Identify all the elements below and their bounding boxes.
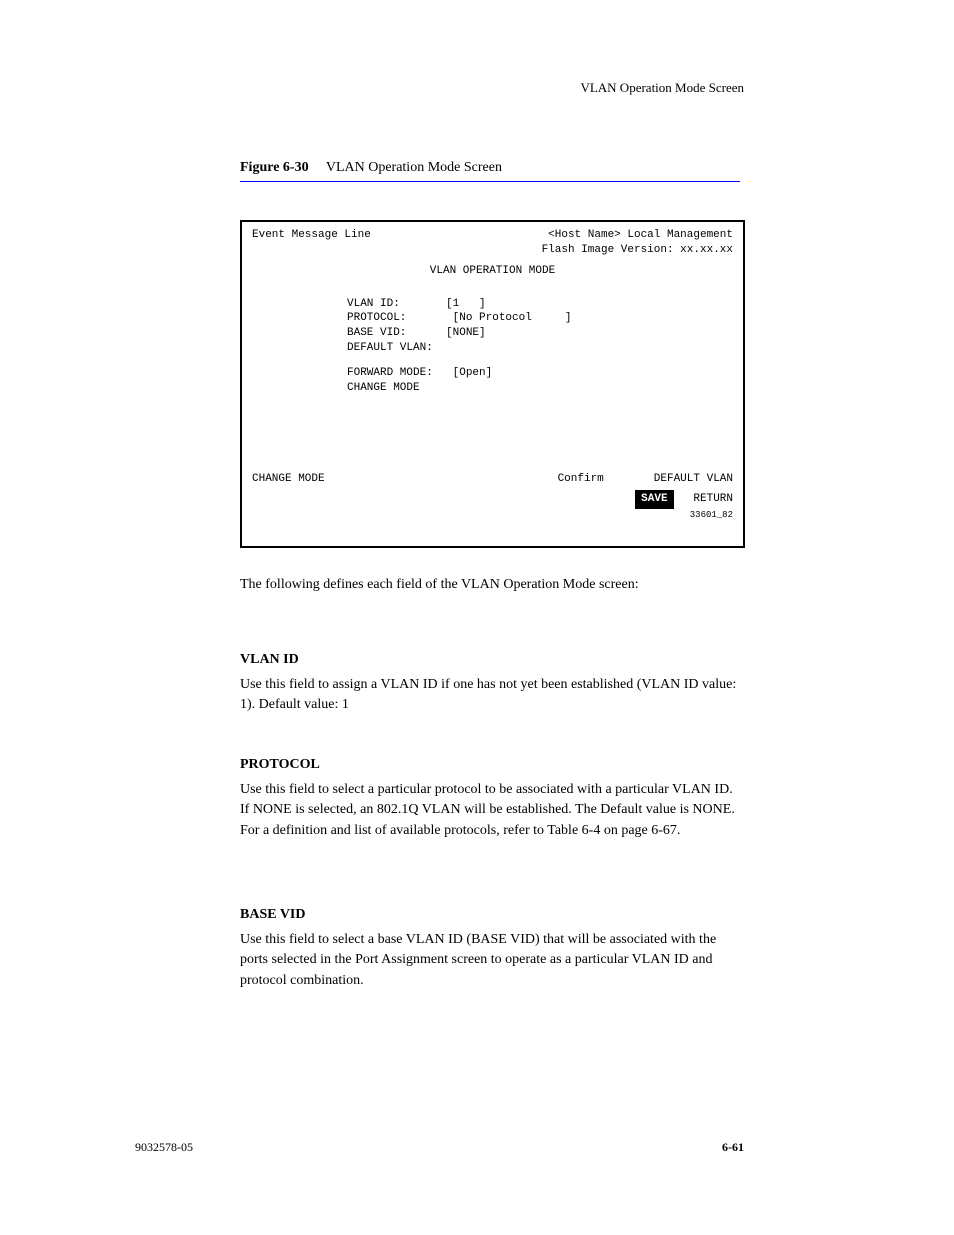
footer-page-number: 6-61: [722, 1140, 744, 1155]
field-base-vid[interactable]: BASE VID: [NONE]: [347, 326, 733, 341]
heading-vlan-id: VLAN ID: [240, 650, 745, 670]
screen-title: VLAN OPERATION MODE: [252, 264, 733, 279]
figure-label: Figure 6-30: [240, 160, 309, 175]
figure-caption: Figure 6-30 VLAN Operation Mode Screen: [240, 160, 740, 176]
event-msg-line: Event Message Line: [252, 228, 371, 243]
confirm-label[interactable]: Confirm: [558, 472, 604, 487]
gap: [674, 492, 694, 507]
nav-row: SAVE RETURN: [252, 490, 733, 509]
gap: [252, 279, 733, 293]
return-button[interactable]: RETURN: [693, 492, 733, 507]
field-vlan-id[interactable]: VLAN ID: [1 ]: [347, 297, 733, 312]
paragraph-vlan-id: Use this field to assign a VLAN ID if on…: [240, 675, 745, 716]
field-protocol[interactable]: PROTOCOL: [No Protocol ]: [347, 311, 733, 326]
figure-title: [312, 160, 323, 175]
default-vlan-label[interactable]: DEFAULT VLAN: [654, 472, 733, 487]
terminal-top-row-1: Event Message Line <Host Name> Local Man…: [252, 228, 733, 243]
running-header-right: VLAN Operation Mode Screen: [580, 80, 744, 96]
save-button[interactable]: SAVE: [635, 490, 673, 509]
page: VLAN Operation Mode Screen Figure 6-30 V…: [0, 0, 954, 1235]
gap: [347, 356, 733, 366]
flash-version-label: Flash Image Version: xx.xx.xx: [542, 243, 733, 258]
field-default-vlan[interactable]: DEFAULT VLAN:: [347, 341, 733, 356]
paragraph-base-vid: Use this field to select a base VLAN ID …: [240, 930, 745, 991]
field-change-mode[interactable]: CHANGE MODE: [347, 381, 733, 396]
caption-id-row: 33601_82: [252, 509, 733, 521]
heading-protocol: PROTOCOL: [240, 755, 745, 775]
figure-underline: [240, 181, 740, 182]
change-mode-label[interactable]: CHANGE MODE: [252, 472, 325, 487]
figure-id-code: 33601_82: [690, 509, 733, 521]
footer-doc-number: 9032578-05: [135, 1140, 193, 1155]
menu-block: VLAN ID: [1 ] PROTOCOL: [No Protocol ] B…: [347, 297, 733, 396]
field-forward-mode[interactable]: FORWARD MODE: [Open]: [347, 366, 733, 381]
paragraph-protocol: Use this field to select a particular pr…: [240, 780, 745, 841]
intro-paragraph: The following defines each field of the …: [240, 575, 745, 595]
confirm-row: CHANGE MODE Confirm DEFAULT VLAN: [252, 472, 733, 487]
heading-base-vid: BASE VID: [240, 905, 745, 925]
terminal-top-row-2: Flash Image Version: xx.xx.xx: [252, 243, 733, 258]
gap: [252, 396, 733, 466]
terminal-inner: Event Message Line <Host Name> Local Man…: [242, 222, 743, 525]
figure-title-text: VLAN Operation Mode Screen: [326, 160, 502, 175]
host-name-label: <Host Name> Local Management: [548, 228, 733, 243]
terminal-screen: Event Message Line <Host Name> Local Man…: [240, 220, 745, 548]
